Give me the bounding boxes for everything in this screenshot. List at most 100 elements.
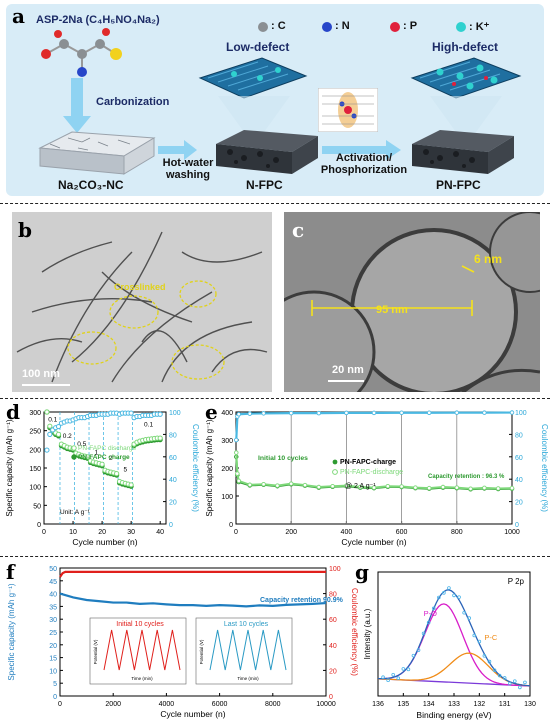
y-tick-label: 50 xyxy=(33,503,41,510)
y-tick-label: 20 xyxy=(49,643,57,650)
y2-tick-label: 20 xyxy=(329,668,337,675)
raw-data-point xyxy=(406,667,411,672)
x-tick-label: 0 xyxy=(42,529,46,536)
y-tick-label: 45 xyxy=(49,579,57,586)
precursor-formula: ASP-2Na (C₄H₅NO₄Na₂) xyxy=(36,14,160,26)
legend-label-discharge: PN-FAPC-discharge xyxy=(340,469,403,476)
divider-3 xyxy=(0,556,550,557)
rate-label: 5 xyxy=(124,467,128,474)
data-point-pn-fapc-discharge xyxy=(344,483,349,488)
tem-b-texture xyxy=(12,212,272,392)
x-tick-label: 600 xyxy=(396,529,408,536)
annotation-retention: Capacity retention 90.9% xyxy=(260,597,344,604)
data-point-ce xyxy=(344,410,349,416)
material1-label: Na₂CO₃-NC xyxy=(58,178,124,192)
unit-label: Unit: A g⁻¹ xyxy=(60,509,91,516)
data-point-pn-fapc-discharge xyxy=(509,485,515,491)
rate-label: 0.1 xyxy=(144,422,153,429)
data-point-pn-fapc-discharge xyxy=(440,484,446,490)
inset-frame xyxy=(89,617,187,685)
pn-fpc-block xyxy=(412,130,514,174)
panel-g-letter: g xyxy=(355,560,369,584)
n-fpc-block xyxy=(216,130,318,174)
x-axis-label: Cycle number (n) xyxy=(72,537,137,547)
x-axis-label: Cycle number (n) xyxy=(160,709,225,719)
y-tick-label: 35 xyxy=(49,604,57,611)
y2-tick-label: 80 xyxy=(515,432,523,439)
y-tick-label: 30 xyxy=(49,617,57,624)
x-tick-label: 40 xyxy=(156,529,164,536)
y2-tick-label: 20 xyxy=(515,500,523,507)
washing-arrow xyxy=(158,140,197,160)
panel-d-letter: d xyxy=(6,400,20,424)
legend-label-discharge: PN-FAPC discharge xyxy=(78,445,137,452)
diameter-label: 95 nm xyxy=(376,304,408,316)
data-point-pn-fapc-discharge xyxy=(55,431,62,438)
y-axis-label: Intensity (a.u.) xyxy=(363,608,372,659)
y-tick-label: 250 xyxy=(29,429,41,436)
annotation-initial: Initial 10 cycles xyxy=(258,455,308,462)
x-axis-label: Binding energy (eV) xyxy=(416,710,491,720)
low-defect-sheet xyxy=(198,57,308,146)
material3-label: PN-FPC xyxy=(436,178,481,192)
data-point-pn-fapc-discharge xyxy=(357,484,363,490)
nitrogen-legend-dot xyxy=(322,22,332,32)
raw-data-point xyxy=(467,616,471,620)
plot-frame xyxy=(235,411,513,525)
chart-e: 0 200 400 600 800 100001002003004000204060801… xyxy=(205,410,549,547)
data-point-ce xyxy=(236,411,242,417)
tem-image-b: b Crosslinked 100 nm xyxy=(12,212,272,392)
raw-data-point xyxy=(482,654,487,658)
raw-data-point xyxy=(401,667,406,671)
divider-1 xyxy=(0,203,550,204)
panel-c-letter: c xyxy=(292,218,305,242)
x-tick-label: 20 xyxy=(98,529,106,536)
data-point-pn-fapc-discharge xyxy=(371,485,377,490)
y-tick-label: 50 xyxy=(49,566,57,573)
raw-data-point xyxy=(442,591,446,595)
dopant-inset xyxy=(318,88,378,132)
washing-label: Hot-water washing xyxy=(162,157,214,181)
y2-tick-label: 0 xyxy=(329,694,333,701)
tem-c-texture xyxy=(284,212,540,392)
x-tick-label: 0 xyxy=(234,529,238,536)
raw-data-point xyxy=(381,675,385,680)
data-point-pn-fapc-discharge xyxy=(47,423,53,429)
raw-data-point xyxy=(513,679,517,683)
carbon-legend-label: : C xyxy=(271,20,286,32)
nitrogen-legend-label: : N xyxy=(335,20,350,32)
x-tick-label: 4000 xyxy=(159,701,175,708)
data-point-pn-fapc-discharge xyxy=(234,450,239,455)
y-tick-label: 100 xyxy=(221,494,233,501)
y2-tick-label: 40 xyxy=(329,643,337,650)
y-tick-label: 200 xyxy=(221,466,233,473)
material2-label: N-FPC xyxy=(246,178,283,192)
raw-data-point xyxy=(457,595,461,599)
inset-title: Initial 10 cycles xyxy=(116,621,164,628)
raw-data-point xyxy=(437,595,441,600)
data-point-pn-fapc-discharge xyxy=(236,478,242,484)
panel-a: a ASP-2Na (C₄H₅NO₄Na₂) : C : N : P : K⁺ … xyxy=(0,0,550,200)
raw-data-point xyxy=(416,648,421,652)
raw-data-point xyxy=(497,673,502,678)
raw-data-point xyxy=(431,606,436,611)
chart-g: 136 135 134 133 132 131 130 Binding energy (eV)… xyxy=(363,571,536,720)
y2-tick-label: 100 xyxy=(329,566,341,573)
x-tick-label: 133 xyxy=(448,701,460,708)
phosphorus-legend-dot xyxy=(390,22,400,32)
data-point-ce xyxy=(234,437,239,443)
y2-tick-label: 60 xyxy=(515,455,523,462)
raw-data-point xyxy=(411,653,416,658)
potassium-legend-dot xyxy=(456,22,466,32)
x-tick-label: 134 xyxy=(423,701,435,708)
x-tick-label: 0 xyxy=(58,701,62,708)
y-axis-label: Specific capacity (mAh g⁻¹) xyxy=(7,583,16,680)
data-point-ce xyxy=(44,447,50,453)
y-tick-label: 10 xyxy=(49,668,57,675)
data-point-ce xyxy=(316,410,322,416)
legend-marker-charge xyxy=(332,459,338,465)
chart-f: 0 2000 4000 6000 8000 10000051015202530354045… xyxy=(7,566,359,719)
fit-envelope-line xyxy=(377,589,531,687)
x-tick-label: 30 xyxy=(127,529,135,536)
data-point-pn-fapc-discharge xyxy=(316,484,322,490)
